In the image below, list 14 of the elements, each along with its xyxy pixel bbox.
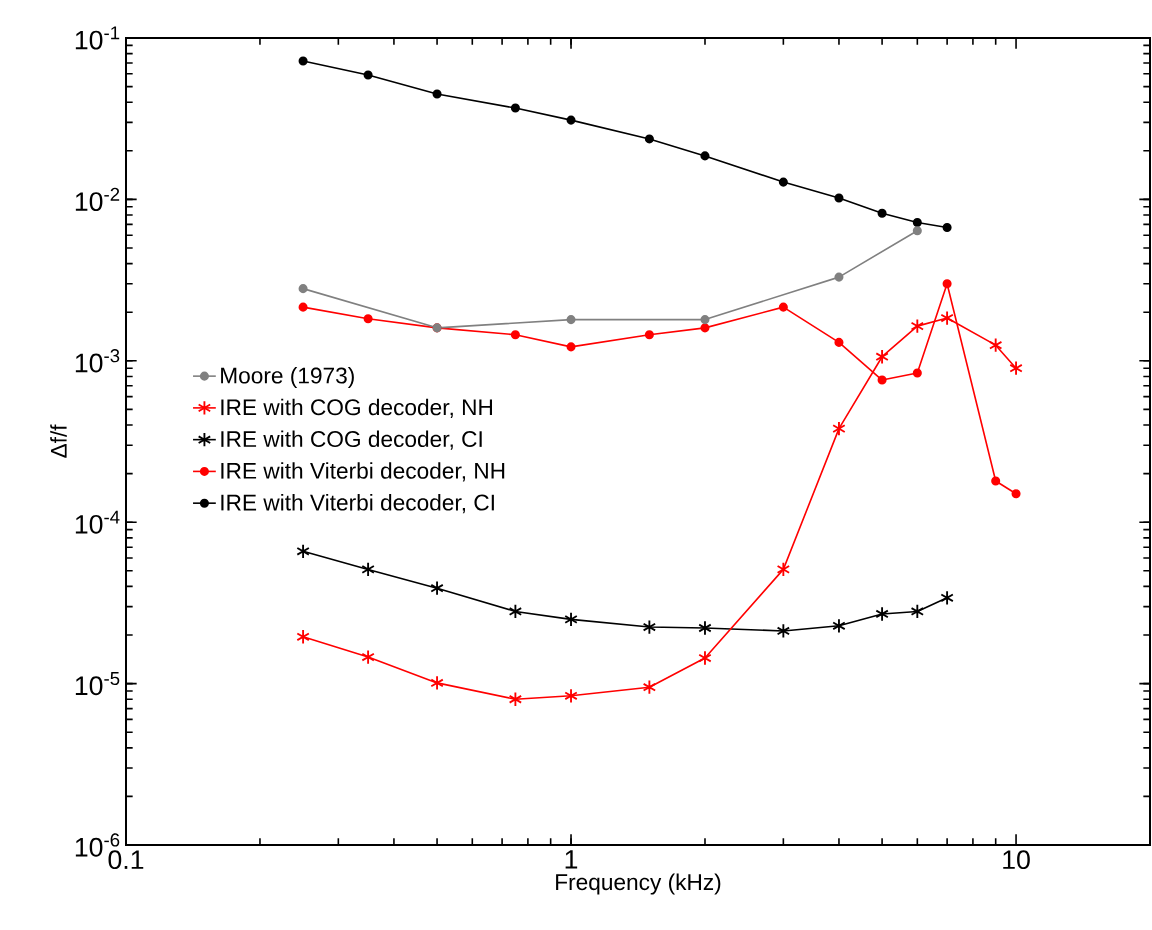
x-tick-label: 10 <box>1003 850 1030 870</box>
y-axis-title: Δf/f <box>50 424 67 458</box>
legend-label: Moore (1973) <box>221 366 354 389</box>
legend-label: IRE with Viterbi decoder, NH <box>221 462 505 482</box>
x-tick-label: 1 <box>565 850 578 869</box>
y-tick-label: 10$^{-3}$ <box>75 349 120 373</box>
y-tick-label: 10$^{-2}$ <box>75 187 120 212</box>
legend-label: IRE with Viterbi decoder, CI <box>221 493 494 514</box>
legend-label: IRE with COG decoder, NH <box>221 398 492 419</box>
y-tick-label: 10$^{-5}$ <box>75 672 120 696</box>
legend-label: IRE with COG decoder, CI <box>221 430 482 450</box>
x-axis-title: Frequency (kHz) <box>556 873 721 895</box>
y-tick-label: 10$^{-1}$ <box>75 26 120 50</box>
y-tick-label: 10$^{-4}$ <box>75 510 120 534</box>
